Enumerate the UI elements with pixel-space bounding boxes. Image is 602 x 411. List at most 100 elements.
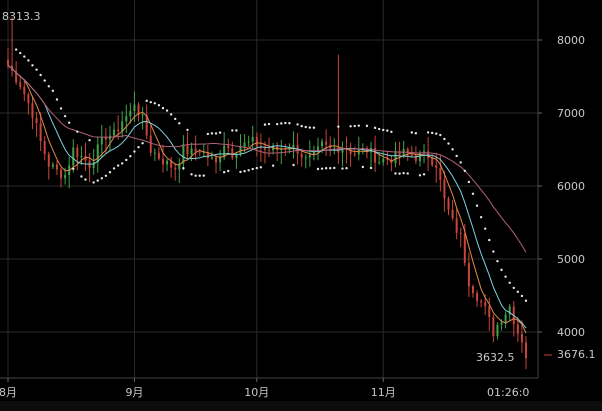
candle-body — [51, 164, 54, 167]
candle-body — [284, 148, 287, 150]
candle-body — [435, 165, 438, 169]
candle-body — [476, 293, 479, 302]
sar-dot — [31, 64, 34, 67]
sar-dot — [157, 104, 161, 107]
candle-body — [321, 141, 324, 147]
sar-dot — [463, 169, 467, 173]
candle-body — [316, 146, 319, 152]
candle-body — [496, 324, 499, 337]
sar-dot — [59, 107, 63, 110]
sar-dot — [206, 132, 210, 136]
sar-dot — [292, 163, 295, 167]
sar-dot — [218, 131, 222, 134]
sar-dot — [100, 177, 104, 180]
candle-body — [374, 147, 377, 163]
candle-body — [129, 110, 132, 117]
sar-dot — [161, 106, 165, 110]
sar-dot — [67, 121, 71, 124]
ma-mid-line — [7, 65, 527, 329]
candle-body — [308, 154, 311, 158]
candle-body — [394, 150, 397, 164]
candle-body — [300, 153, 303, 158]
candle-body — [149, 135, 152, 153]
candle-body — [96, 144, 99, 163]
candle-body — [15, 70, 18, 83]
sar-dot — [447, 142, 450, 145]
candle-body — [84, 156, 87, 161]
candle-body — [263, 147, 266, 150]
candle-body — [471, 286, 474, 294]
sar-dot — [475, 204, 479, 207]
sar-dot — [455, 154, 458, 158]
sar-dot — [275, 122, 279, 126]
sar-dot — [222, 171, 226, 174]
sar-dot — [512, 286, 515, 290]
y-tick-label: 4000 — [557, 326, 585, 339]
candle-body — [431, 158, 434, 166]
sar-dot — [284, 121, 287, 125]
sar-dot — [406, 172, 409, 175]
sar-dot — [271, 164, 275, 167]
sar-dot — [373, 126, 377, 130]
sar-dot — [341, 167, 344, 170]
sar-dot — [443, 137, 446, 141]
x-tick-label: 10月 — [244, 386, 269, 399]
sar-dot — [308, 126, 312, 129]
sar-dot — [386, 129, 389, 132]
sar-dot — [435, 132, 438, 135]
candle-body — [137, 104, 140, 116]
sar-dot — [116, 164, 120, 167]
sar-dot — [39, 73, 42, 77]
candle-body — [7, 59, 9, 66]
candle-body — [508, 306, 511, 315]
candle-body — [455, 218, 458, 233]
candle-body — [443, 179, 446, 199]
sar-dot — [324, 167, 328, 170]
sar-dot — [88, 138, 91, 142]
candle-body — [194, 148, 197, 152]
candle-body — [113, 129, 116, 136]
candle-body — [288, 148, 291, 150]
sar-dot — [108, 171, 112, 174]
candle-body — [353, 154, 356, 156]
bottom-scroll-bar[interactable] — [0, 401, 602, 411]
candle-body — [182, 144, 185, 164]
candle-body — [64, 175, 67, 179]
high-marker-label: 8313.3 — [2, 10, 41, 23]
candle-body — [251, 136, 254, 142]
candle-body — [60, 169, 63, 179]
sar-dot — [422, 173, 426, 176]
sar-dot — [312, 126, 316, 129]
candle-body — [47, 154, 50, 167]
sar-dot — [169, 113, 173, 116]
sar-dot — [23, 55, 26, 58]
sar-dot — [182, 167, 185, 170]
sar-dot — [390, 130, 393, 134]
sar-dot — [35, 68, 38, 71]
candle-body — [23, 86, 26, 95]
sar-dot — [84, 178, 87, 181]
candle-body — [349, 149, 352, 155]
sar-dot — [382, 128, 385, 132]
ma-fast-line — [7, 65, 527, 334]
candle-body — [418, 152, 421, 162]
sar-dot — [394, 172, 397, 175]
sar-dot — [27, 59, 30, 62]
candle-body — [206, 151, 209, 158]
sar-dot — [112, 167, 116, 170]
sar-dot — [186, 128, 189, 132]
sar-dot — [104, 174, 108, 177]
candle-body — [190, 148, 193, 155]
candle-body — [451, 209, 454, 219]
candles — [7, 17, 527, 370]
candle-body — [516, 324, 519, 334]
candle-body — [276, 145, 279, 151]
candle-body — [72, 147, 75, 166]
sar-dot — [300, 124, 303, 128]
sar-dot — [247, 169, 250, 172]
sar-dot — [500, 268, 503, 272]
candle-body — [125, 116, 128, 122]
y-tick-label: 8000 — [557, 34, 585, 47]
sar-dot — [516, 290, 520, 294]
